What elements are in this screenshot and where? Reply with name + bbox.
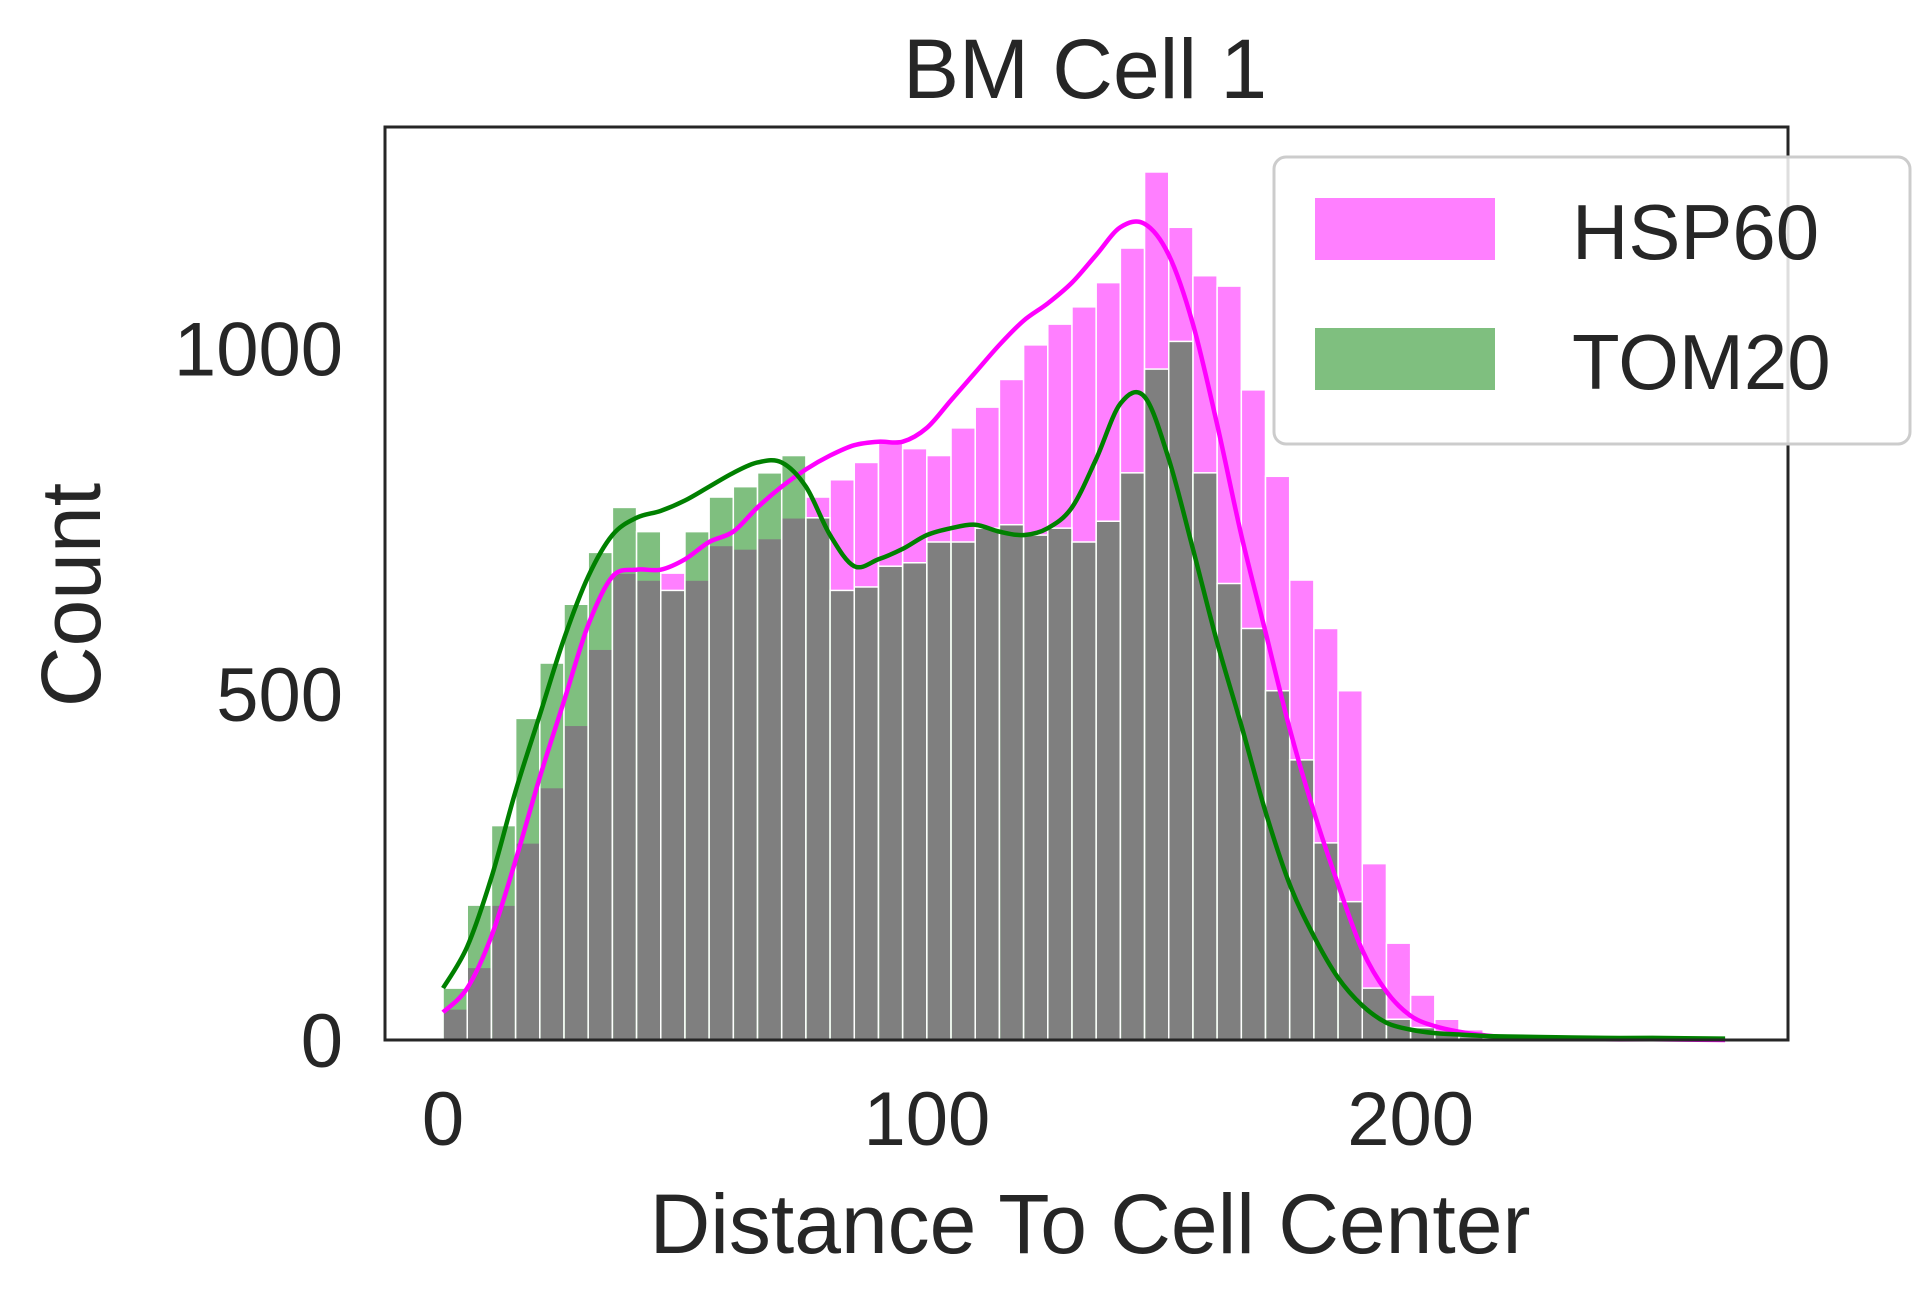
bar-tom20-3 [514,717,541,1041]
bar-tom20-34 [1264,689,1291,1041]
bar-tom20-23 [998,523,1025,1041]
chart-title: BM Cell 1 [903,22,1267,116]
bar-tom20-33 [1240,627,1267,1041]
bar-tom20-15 [805,517,831,1041]
bar-tom20-4 [539,662,565,1041]
y-tick-label: 500 [216,653,343,738]
x-tick-label: 0 [422,1077,464,1162]
bar-tom20-11 [708,496,735,1041]
bar-tom20-27 [1095,520,1122,1041]
bar-tom20-6 [587,551,614,1041]
bar-tom20-9 [660,589,686,1041]
bar-tom20-10 [684,530,710,1041]
bar-tom20-1 [466,904,493,1041]
bar-tom20-18 [877,565,904,1041]
bar-tom20-28 [1119,472,1146,1041]
bar-tom20-5 [563,603,589,1041]
bar-tom20-12 [732,485,759,1041]
ticks-layer: 0 100 200 0 500 1000 [174,307,1474,1162]
legend-label-hsp60: HSP60 [1572,188,1819,276]
kde-line-tom20 [441,389,1726,1041]
kde-line-hsp60 [441,219,1726,1043]
bar-tom20-22 [974,527,1001,1041]
bar-tom20-26 [1071,541,1097,1041]
bar-tom20-30 [1167,340,1194,1041]
kde-layer [441,219,1726,1043]
bar-tom20-20 [926,541,952,1041]
bar-tom20-14 [780,454,807,1041]
bar-tom20-8 [635,530,662,1041]
bar-tom20-25 [1047,527,1073,1041]
bar-tom20-7 [611,506,638,1041]
bar-tom20-17 [853,586,880,1041]
legend-swatch-hsp60 [1315,198,1495,260]
bar-tom20-13 [756,472,783,1041]
bar-tom20-24 [1022,534,1049,1041]
x-tick-label: 200 [1347,1077,1474,1162]
bars-tom20 [442,340,1702,1041]
bar-tom20-16 [829,589,856,1041]
legend-label-tom20: TOM20 [1572,318,1831,406]
y-tick-label: 0 [301,999,343,1084]
x-axis-label: Distance To Cell Center [650,1177,1531,1271]
bar-tom20-29 [1143,368,1170,1041]
bar-tom20-21 [950,541,976,1041]
legend-swatch-tom20 [1315,328,1495,390]
bar-tom20-19 [901,562,928,1041]
plot-area-frame [383,125,1790,1042]
x-tick-label: 100 [863,1077,990,1162]
legend: HSP60 TOM20 [1272,155,1912,446]
y-tick-label: 1000 [174,307,343,392]
y-axis-label: Count [24,483,118,707]
